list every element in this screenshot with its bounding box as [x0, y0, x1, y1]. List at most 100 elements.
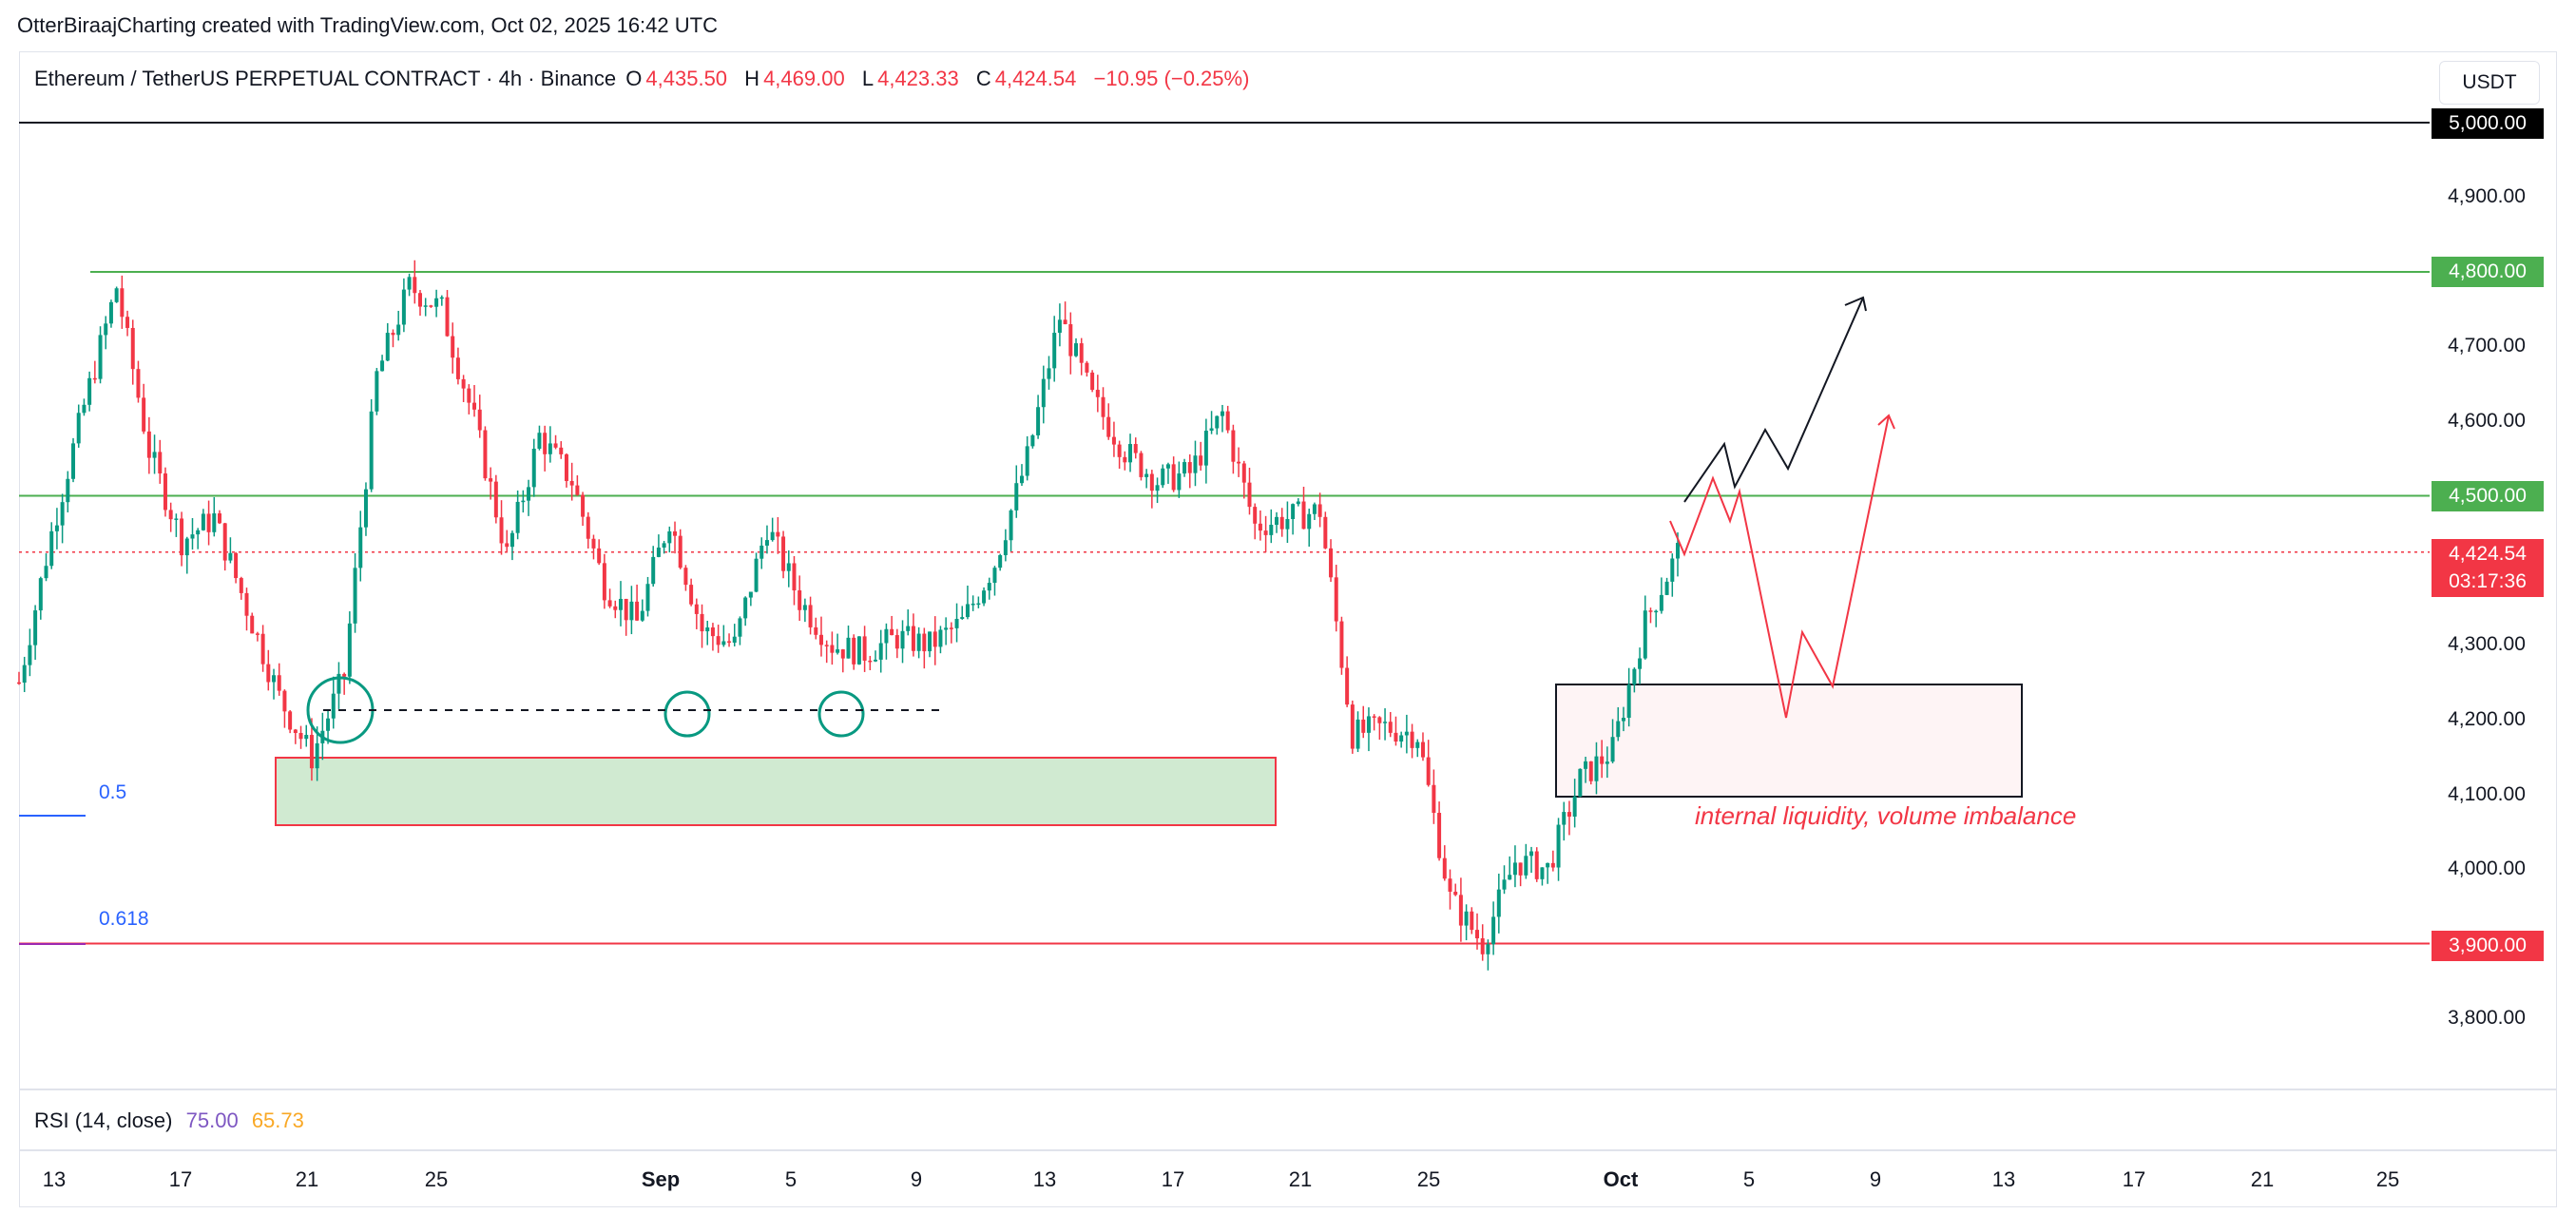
candle [667, 526, 672, 553]
candle [1263, 515, 1268, 553]
candle [998, 553, 1003, 571]
candle [1030, 434, 1035, 449]
candle [1388, 711, 1393, 738]
time-tick: 21 [295, 1167, 319, 1191]
candle [222, 522, 227, 571]
candle [1014, 465, 1019, 518]
candle [505, 530, 509, 552]
candle [1199, 441, 1203, 472]
candle [1578, 768, 1583, 798]
currency-button[interactable]: USDT [2439, 61, 2540, 105]
candle [1117, 440, 1122, 470]
candle [602, 553, 606, 609]
candle [705, 621, 710, 646]
current-price-label[interactable]: 4,424.54 [2432, 539, 2544, 569]
candle [515, 490, 520, 540]
price-tick: 4,300.00 [2448, 633, 2526, 655]
price-label-4800[interactable]: 4,800.00 [2432, 257, 2544, 287]
price-tick: 3,800.00 [2448, 1007, 2526, 1029]
candle [87, 371, 92, 412]
candle [1491, 901, 1496, 955]
candle [434, 289, 439, 318]
candle [607, 588, 612, 608]
symbol-title[interactable]: Ethereum / TetherUS PERPETUAL CONTRACT ·… [34, 67, 617, 90]
candle [776, 517, 780, 554]
candle [645, 576, 650, 617]
candle [375, 368, 379, 415]
candle [168, 502, 173, 532]
price-label-5000[interactable]: 5,000.00 [2432, 108, 2544, 139]
time-tick: 25 [424, 1167, 449, 1191]
time-tick: 9 [1869, 1167, 1882, 1191]
candle [1399, 731, 1404, 748]
countdown-label[interactable]: 03:17:36 [2432, 567, 2544, 597]
time-tick: 25 [1416, 1167, 1441, 1191]
candle [798, 575, 802, 622]
candle [358, 511, 363, 582]
price-tick: 4,600.00 [2448, 410, 2526, 432]
candle [862, 626, 867, 672]
price-label-4500[interactable]: 4,500.00 [2432, 481, 2544, 511]
candle [792, 555, 797, 606]
price-label-3900[interactable]: 3,900.00 [2432, 931, 2544, 961]
candle [569, 462, 574, 501]
annotation-text[interactable]: internal liquidity, volume imbalance [1695, 801, 2077, 830]
candle [1047, 356, 1051, 390]
candle [1171, 456, 1176, 492]
candle [347, 611, 352, 684]
chart-separators [19, 1089, 2557, 1151]
candle [1345, 656, 1350, 707]
candle [1486, 939, 1490, 971]
candle [824, 640, 829, 664]
candle [293, 728, 298, 744]
candle [1654, 609, 1659, 627]
candle [781, 530, 786, 579]
fib-label-0-5: 0.5 [99, 781, 127, 803]
liquidity-circle[interactable] [663, 690, 711, 738]
candle [298, 725, 303, 749]
candle [331, 676, 336, 729]
liquidity-circle[interactable] [817, 690, 865, 738]
candle [509, 530, 514, 561]
candle [363, 482, 368, 536]
candle [1307, 509, 1312, 547]
candle [1453, 883, 1458, 896]
candle [1420, 732, 1425, 761]
candle [1003, 529, 1008, 562]
bullish-path-black[interactable] [1683, 297, 1864, 503]
candle [900, 620, 905, 664]
candle [1659, 577, 1663, 614]
candle [700, 604, 704, 648]
candle [1193, 440, 1198, 487]
candle [1269, 509, 1274, 544]
candle [1139, 451, 1144, 481]
candle [808, 596, 813, 635]
candle [1442, 845, 1447, 881]
candle [489, 467, 493, 500]
candle [142, 383, 146, 434]
candle [987, 577, 991, 600]
open-label: O [625, 67, 643, 90]
candle [136, 360, 141, 403]
candle [413, 260, 417, 304]
candle [716, 625, 721, 653]
candle [477, 395, 482, 438]
candle [455, 347, 460, 385]
candle [1470, 907, 1474, 935]
candle [201, 509, 205, 531]
candle [38, 576, 43, 620]
candle [618, 581, 623, 626]
candle [1041, 365, 1046, 424]
candle [76, 404, 81, 448]
projected-path-red[interactable] [1669, 414, 1890, 719]
candle [1502, 865, 1507, 895]
candle [1258, 510, 1262, 541]
candle [1594, 742, 1599, 795]
demand-zone-rect[interactable] [275, 757, 1277, 826]
candle [228, 537, 233, 564]
candle [635, 584, 640, 622]
candle [878, 629, 883, 673]
candle [922, 627, 927, 669]
candle [597, 539, 602, 566]
